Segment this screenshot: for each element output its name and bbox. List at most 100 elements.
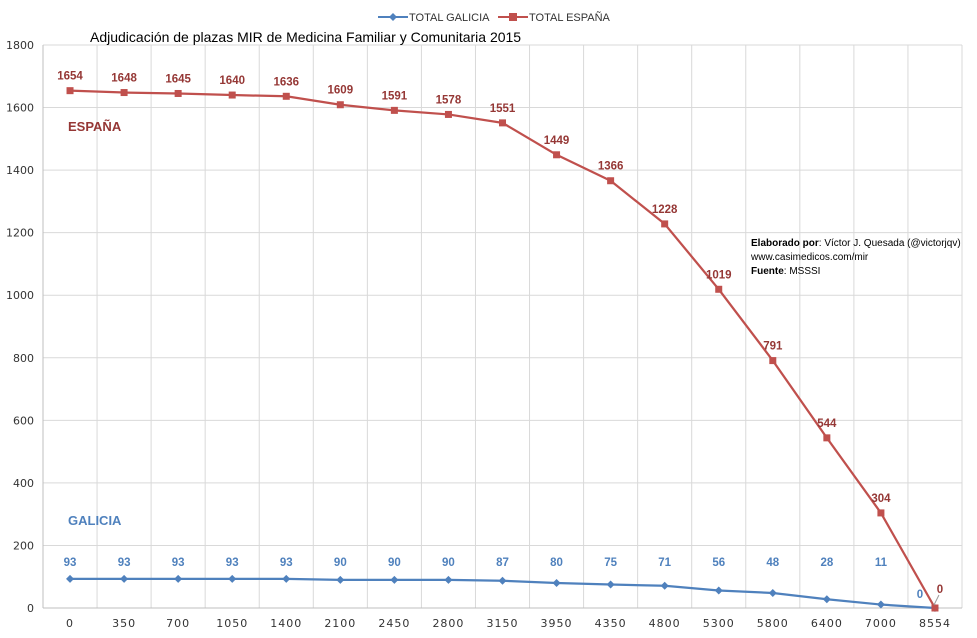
- x-tick-label: 4800: [649, 617, 681, 630]
- point-galicia: [552, 578, 561, 587]
- series-lines: [69, 89, 936, 610]
- point-espana: [499, 119, 506, 127]
- credits-prefix-1: Elaborado por: [751, 238, 819, 249]
- point-espana: [931, 604, 939, 612]
- x-tick-label: 0: [66, 617, 74, 630]
- point-galicia: [228, 574, 237, 583]
- data-label-galicia: 93: [172, 557, 185, 569]
- point-galicia: [390, 575, 399, 584]
- y-tick-label: 1400: [6, 164, 34, 177]
- point-galicia: [822, 595, 831, 604]
- x-tick-label: 2800: [432, 617, 464, 630]
- point-galicia: [606, 580, 615, 589]
- axes: [42, 45, 962, 609]
- x-tick-label: 1050: [216, 617, 248, 630]
- point-espana: [607, 177, 615, 185]
- point-galicia: [876, 600, 885, 609]
- data-label-galicia: 80: [550, 557, 563, 569]
- y-tick-label: 1600: [6, 102, 34, 115]
- point-espana: [282, 92, 290, 100]
- data-label-galicia: 56: [712, 557, 725, 569]
- y-tick-label: 0: [27, 602, 34, 615]
- credits-box: Elaborado por: Víctor J. Quesada (@victo…: [750, 238, 961, 277]
- data-label-espana: 1609: [328, 85, 354, 97]
- x-tick-label: 8554: [919, 617, 951, 630]
- credits-value-1: : Víctor J. Quesada (@victorjqv): [819, 238, 961, 249]
- data-label-galicia: 90: [334, 557, 347, 569]
- data-label-galicia: 71: [658, 557, 671, 569]
- data-label-galicia: 90: [442, 557, 455, 569]
- data-label-espana: 1640: [219, 75, 245, 87]
- point-galicia: [498, 576, 507, 585]
- point-galicia: [282, 574, 291, 583]
- x-tick-label: 5300: [703, 617, 735, 630]
- legend-galicia-label: TOTAL GALICIA: [409, 12, 490, 24]
- point-espana: [336, 101, 344, 109]
- legend-galicia-marker: [389, 13, 397, 21]
- data-labels: 93 93 93 93 93 90 90 90 87 80 75 71 56 48 28 11 0 1654 164…: [57, 71, 943, 606]
- espana-annotation: ESPAÑA: [68, 119, 122, 134]
- credits-line-1: Elaborado por: Víctor J. Quesada (@victo…: [751, 238, 961, 249]
- chart-title: Adjudicación de plazas MIR de Medicina F…: [90, 29, 521, 45]
- data-label-espana: 1019: [706, 269, 732, 281]
- credits-line-2: www.casimedicos.com/mir: [750, 252, 869, 263]
- point-galicia: [66, 574, 75, 583]
- x-tick-label: 7000: [865, 617, 897, 630]
- y-tick-label: 1200: [6, 227, 34, 240]
- point-galicia: [120, 574, 129, 583]
- x-tick-label: 350: [112, 617, 136, 630]
- data-label-espana: 1636: [273, 76, 299, 88]
- galicia-annotation: GALICIA: [68, 513, 122, 528]
- point-galicia: [174, 574, 183, 583]
- point-galicia: [714, 586, 723, 595]
- x-tick-label: 2100: [324, 617, 356, 630]
- point-espana: [66, 87, 74, 95]
- data-label-galicia: 48: [766, 557, 779, 569]
- y-axis-ticks: 0 200 400 600 800 1000 1200 1400 1600 1800: [6, 39, 34, 615]
- data-label-espana: 1228: [652, 204, 678, 216]
- x-tick-label: 5800: [757, 617, 789, 630]
- data-label-espana: 304: [871, 493, 891, 505]
- point-galicia: [444, 575, 453, 584]
- data-label-galicia: 93: [226, 557, 239, 569]
- credits-value-3: : MSSSI: [784, 266, 821, 277]
- data-label-galicia: 93: [280, 557, 293, 569]
- x-tick-label: 1400: [270, 617, 302, 630]
- x-tick-label: 3950: [541, 617, 573, 630]
- y-tick-label: 1000: [6, 289, 34, 302]
- data-label-galicia: 93: [118, 557, 131, 569]
- credits-line-3: Fuente: MSSSI: [751, 266, 820, 277]
- leader-line: [933, 594, 940, 606]
- data-label-espana: 1591: [382, 90, 408, 102]
- data-label-galicia: 93: [64, 557, 77, 569]
- x-tick-label: 700: [166, 617, 190, 630]
- data-label-espana: 1449: [544, 135, 570, 147]
- point-espana: [661, 220, 669, 228]
- data-label-espana: 1648: [111, 73, 137, 85]
- data-label-espana: 1654: [57, 71, 83, 83]
- y-tick-label: 400: [13, 477, 34, 490]
- point-espana: [120, 89, 128, 97]
- data-label-galicia: 75: [604, 557, 617, 569]
- y-tick-label: 200: [13, 539, 34, 552]
- x-axis-ticks: 0 350 700 1050 1400 2100 2450 2800 3150 3950 4350 4…: [66, 617, 951, 630]
- y-tick-label: 600: [13, 414, 34, 427]
- legend-espana-marker: [509, 13, 517, 21]
- data-label-galicia: 0: [917, 589, 923, 601]
- data-label-espana: 1578: [436, 94, 462, 106]
- data-label-espana: 791: [763, 341, 783, 353]
- data-label-galicia: 90: [388, 557, 401, 569]
- data-label-espana: 1645: [165, 73, 191, 85]
- x-tick-label: 3150: [487, 617, 519, 630]
- data-label-galicia: 87: [496, 557, 509, 569]
- line-espana: [69, 89, 936, 609]
- point-galicia: [336, 575, 345, 584]
- legend: TOTAL GALICIA TOTAL ESPAÑA: [378, 11, 611, 24]
- point-espana: [174, 89, 182, 97]
- grid: [43, 44, 963, 608]
- legend-espana-label: TOTAL ESPAÑA: [529, 11, 611, 24]
- data-label-espana: 1366: [598, 161, 624, 173]
- data-label-galicia: 11: [875, 557, 888, 569]
- point-espana: [823, 434, 831, 442]
